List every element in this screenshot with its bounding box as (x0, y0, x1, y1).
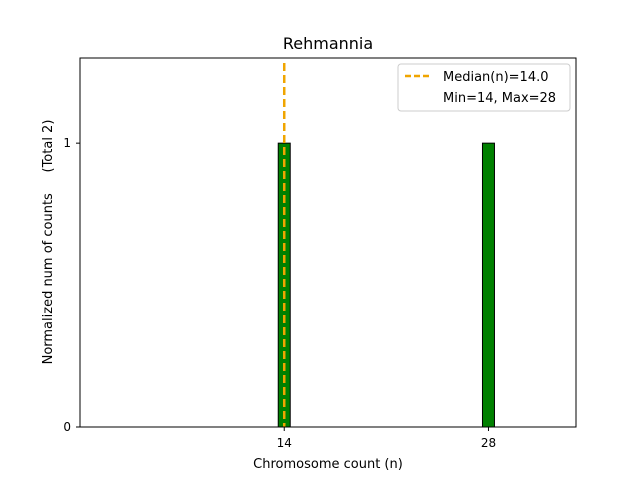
x-axis-label: Chromosome count (n) (253, 457, 403, 472)
bars-group (277, 142, 495, 428)
x-ticks: 14 28 (277, 427, 496, 450)
x-tick-label-14: 14 (277, 436, 292, 450)
plot-frame (79, 57, 577, 428)
legend-entry-minmax: Min=14, Max=28 (443, 91, 556, 106)
legend-box (397, 63, 571, 112)
y-tick-label-1: 1 (63, 136, 71, 150)
x-tick-label-28: 28 (481, 436, 496, 450)
y-ticks: 01 (63, 136, 80, 434)
y-tick-label-0: 0 (63, 420, 71, 434)
y-axis-label: Normalized num of counts (Total 2) (41, 120, 56, 365)
legend-entry-median: Median(n)=14.0 (443, 70, 549, 85)
legend: Median(n)=14.0 Min=14, Max=28 (397, 63, 571, 112)
bar-28 (481, 142, 495, 428)
chart-title: Rehmannia (283, 34, 373, 53)
